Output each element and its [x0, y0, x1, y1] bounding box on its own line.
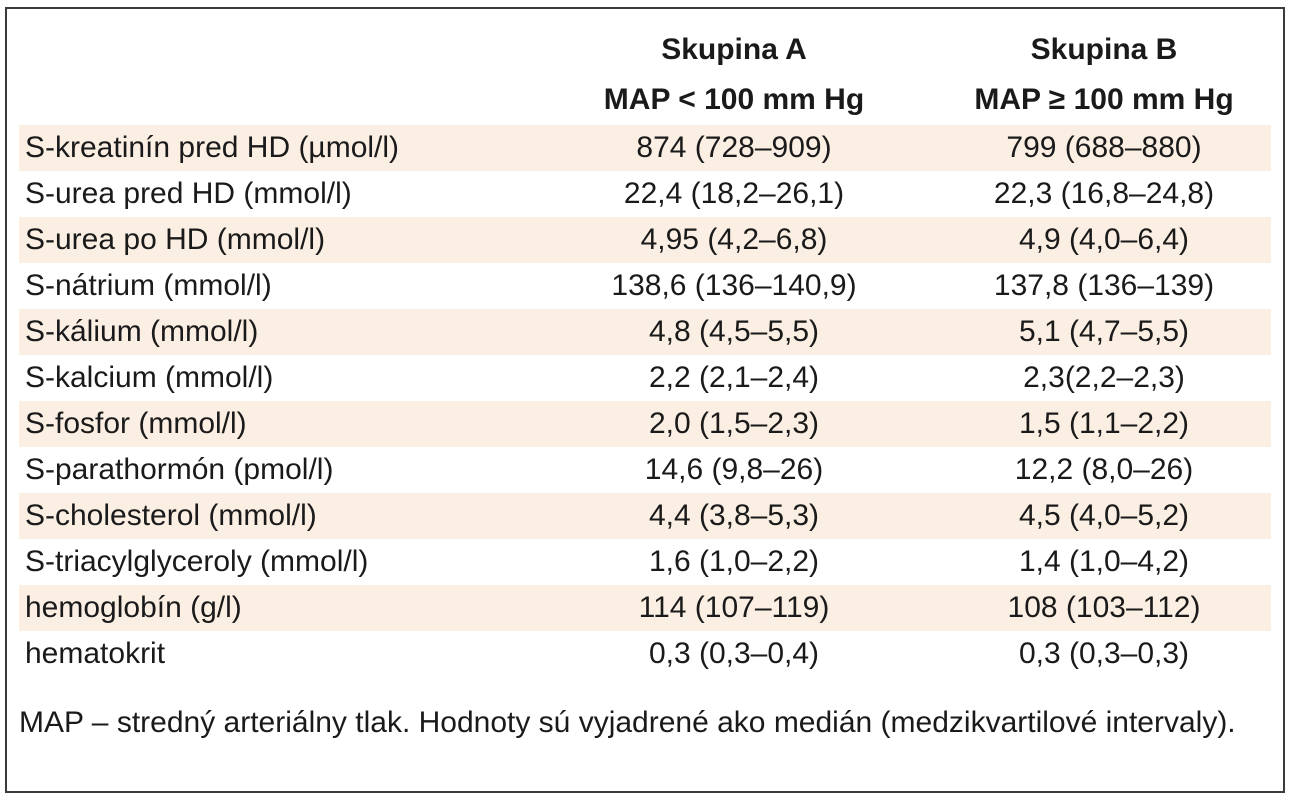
group-a-value: 1,6 (1,0–2,2)	[648, 545, 820, 578]
group-a-criterion: MAP < 100 mm Hg	[603, 83, 865, 116]
group-a-value: 2,2 (2,1–2,4)	[648, 361, 820, 394]
group-b-value: 4,9 (4,0–6,4)	[1018, 223, 1190, 256]
group-b-value: 137,8 (136–139)	[993, 269, 1215, 302]
table-row: hematokrit 0,3 (0,3–0,4) 0,3 (0,3–0,3)	[19, 631, 1271, 677]
group-b-value: 799 (688–880)	[1006, 131, 1202, 164]
table-row: S-parathormón (pmol/l) 14,6 (9,8–26) 12,…	[19, 447, 1271, 493]
table-row: S-kreatinín pred HD (µmol/l) 874 (728–90…	[19, 125, 1271, 171]
row-label: S-kreatinín pred HD (µmol/l)	[25, 131, 400, 164]
row-label: S-triacylglyceroly (mmol/l)	[25, 545, 369, 578]
group-a-value: 0,3 (0,3–0,4)	[648, 637, 820, 670]
group-b-value: 5,1 (4,7–5,5)	[1018, 315, 1190, 348]
row-label: hemoglobín (g/l)	[25, 591, 242, 624]
data-table: Skupina A Skupina B MAP < 100 mm Hg MAP …	[5, 7, 1285, 793]
header-row-groups: Skupina A Skupina B	[19, 29, 1271, 71]
table-row: S-cholesterol (mmol/l) 4,4 (3,8–5,3) 4,5…	[19, 493, 1271, 539]
table-row: S-fosfor (mmol/l) 2,0 (1,5–2,3) 1,5 (1,1…	[19, 401, 1271, 447]
group-b-value: 2,3(2,2–2,3)	[1023, 361, 1185, 394]
group-a-value: 874 (728–909)	[636, 131, 832, 164]
table-row: S-urea po HD (mmol/l) 4,95 (4,2–6,8) 4,9…	[19, 217, 1271, 263]
group-b-value: 0,3 (0,3–0,3)	[1018, 637, 1190, 670]
header-row-criteria: MAP < 100 mm Hg MAP ≥ 100 mm Hg	[19, 79, 1271, 121]
row-label: S-urea po HD (mmol/l)	[25, 223, 326, 256]
table-row: S-kalcium (mmol/l) 2,2 (2,1–2,4) 2,3(2,2…	[19, 355, 1271, 401]
group-a-value: 4,95 (4,2–6,8)	[640, 223, 828, 256]
table-row: hemoglobín (g/l) 114 (107–119) 108 (103–…	[19, 585, 1271, 631]
table-row: S-urea pred HD (mmol/l) 22,4 (18,2–26,1)…	[19, 171, 1271, 217]
row-label: S-parathormón (pmol/l)	[25, 453, 334, 486]
group-a-value: 4,4 (3,8–5,3)	[648, 499, 820, 532]
table-footnote: MAP – stredný arteriálny tlak. Hodnoty s…	[19, 706, 1236, 739]
row-label: S-nátrium (mmol/l)	[25, 269, 272, 302]
group-a-value: 22,4 (18,2–26,1)	[623, 177, 845, 210]
table-row: S-nátrium (mmol/l) 138,6 (136–140,9) 137…	[19, 263, 1271, 309]
row-label: S-fosfor (mmol/l)	[25, 407, 247, 440]
row-label: S-urea pred HD (mmol/l)	[25, 177, 352, 210]
row-label: hematokrit	[25, 637, 166, 670]
group-b-value: 108 (103–112)	[1007, 591, 1201, 624]
group-b-value: 22,3 (16,8–24,8)	[993, 177, 1215, 210]
row-label: S-kálium (mmol/l)	[25, 315, 259, 348]
group-a-value: 14,6 (9,8–26)	[644, 453, 824, 486]
group-a-title: Skupina A	[661, 33, 807, 66]
table-row: S-triacylglyceroly (mmol/l) 1,6 (1,0–2,2…	[19, 539, 1271, 585]
group-b-criterion: MAP ≥ 100 mm Hg	[974, 83, 1234, 116]
row-label: S-cholesterol (mmol/l)	[25, 499, 317, 532]
row-label: S-kalcium (mmol/l)	[25, 361, 274, 394]
group-b-value: 4,5 (4,0–5,2)	[1018, 499, 1190, 532]
table-row: S-kálium (mmol/l) 4,8 (4,5–5,5) 5,1 (4,7…	[19, 309, 1271, 355]
group-b-value: 12,2 (8,0–26)	[1014, 453, 1194, 486]
group-b-value: 1,5 (1,1–2,2)	[1018, 407, 1190, 440]
group-a-value: 2,0 (1,5–2,3)	[648, 407, 820, 440]
group-a-value: 4,8 (4,5–5,5)	[648, 315, 820, 348]
group-b-value: 1,4 (1,0–4,2)	[1018, 545, 1190, 578]
group-b-title: Skupina B	[1030, 33, 1178, 66]
table-body: S-kreatinín pred HD (µmol/l) 874 (728–90…	[19, 125, 1271, 677]
group-a-value: 138,6 (136–140,9)	[611, 269, 857, 302]
group-a-value: 114 (107–119)	[638, 591, 830, 624]
